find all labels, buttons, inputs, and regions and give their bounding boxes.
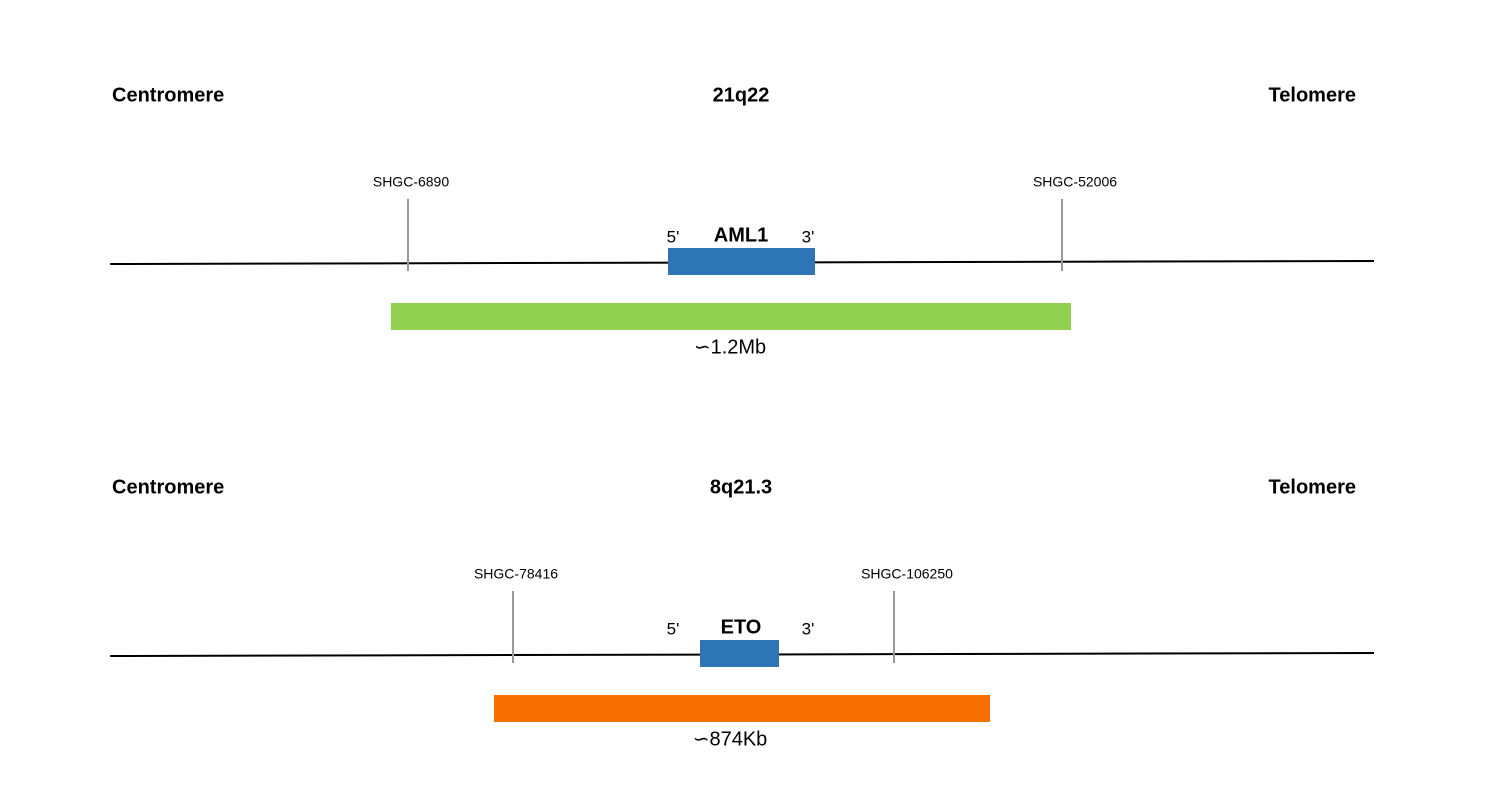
five-prime: 5' xyxy=(667,619,680,638)
probe-size: ∽1.2Mb xyxy=(694,336,766,358)
three-prime: 3' xyxy=(802,227,815,246)
marker-label: SHGC-6890 xyxy=(373,174,449,190)
region-title: 8q21.3 xyxy=(710,476,772,498)
left-label: Centromere xyxy=(112,84,224,106)
left-label: Centromere xyxy=(112,476,224,498)
panel: Centromere 21q22 Telomere SHGC-6890 SHGC-520… xyxy=(109,84,1375,358)
probe-bar xyxy=(391,303,1071,330)
probe-size: ∽874Kb xyxy=(693,728,768,750)
probe-bar xyxy=(494,695,990,722)
marker-label: SHGC-52006 xyxy=(1033,174,1117,190)
panels: Centromere 21q22 Telomere SHGC-6890 SHGC-520… xyxy=(109,84,1375,750)
gene-box xyxy=(700,640,779,667)
right-label: Telomere xyxy=(1269,84,1356,106)
region-title: 21q22 xyxy=(713,84,770,106)
right-label: Telomere xyxy=(1269,476,1356,498)
gene-name: ETO xyxy=(721,616,762,638)
panel: Centromere 8q21.3 Telomere SHGC-78416 SHGC-1… xyxy=(109,476,1375,750)
three-prime: 3' xyxy=(802,619,815,638)
marker-label: SHGC-78416 xyxy=(474,566,558,582)
gene-name: AML1 xyxy=(714,224,768,246)
five-prime: 5' xyxy=(667,227,680,246)
gene-box xyxy=(668,248,815,275)
marker-label: SHGC-106250 xyxy=(861,566,953,582)
